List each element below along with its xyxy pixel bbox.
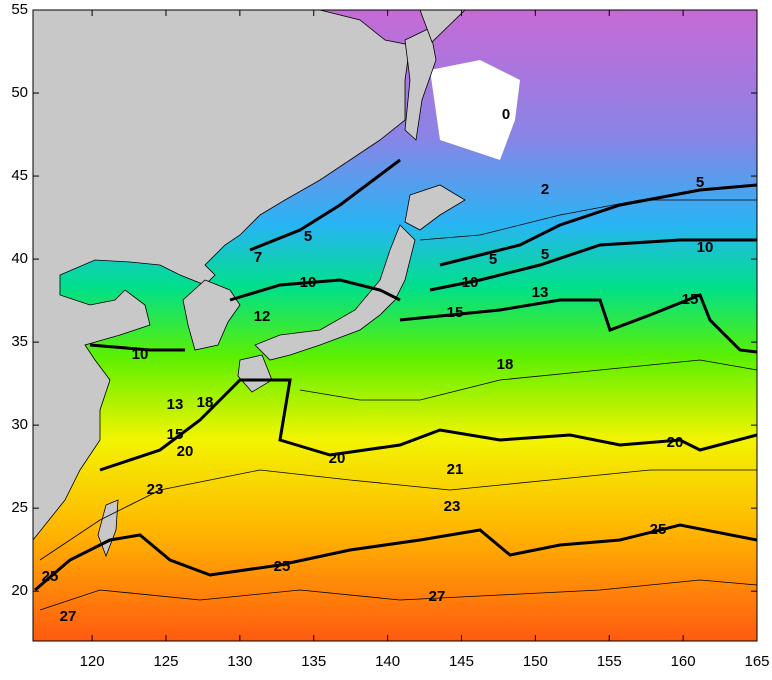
contour-label: 10 [697, 239, 714, 256]
contour-label: 25 [42, 568, 59, 585]
contour-label: 0 [502, 106, 510, 123]
land [33, 10, 466, 558]
contour-label: 15 [682, 291, 699, 308]
contour-label: 13 [167, 396, 184, 413]
y-tick-label: 30 [11, 416, 28, 433]
contours [34, 158, 757, 611]
y-tick-label: 50 [11, 84, 28, 101]
y-tick-label: 55 [11, 1, 28, 18]
contour-label: 20 [177, 443, 194, 460]
contour-label: 5 [696, 174, 704, 191]
y-tick-label: 35 [11, 333, 28, 350]
contour-label: 27 [429, 588, 446, 605]
contour-label: 15 [167, 426, 184, 443]
y-tick-label: 20 [11, 582, 28, 599]
contour-label: 12 [254, 308, 271, 325]
contour-label: 23 [444, 498, 461, 515]
contour-label: 25 [274, 558, 291, 575]
x-tick-label: 140 [375, 653, 400, 670]
x-tick-label: 155 [597, 653, 622, 670]
contour-label: 15 [447, 304, 464, 321]
x-tick-label: 165 [744, 653, 769, 670]
contour-label: 13 [532, 284, 549, 301]
contour-label: 7 [254, 249, 262, 266]
y-tick-label: 45 [11, 167, 28, 184]
contour-label: 2 [541, 181, 549, 198]
contour-label: 5 [489, 251, 497, 268]
contour-label: 18 [497, 356, 514, 373]
y-tick-label: 25 [11, 499, 28, 516]
x-tick-label: 120 [80, 653, 105, 670]
contour-label: 5 [304, 228, 312, 245]
contour-label: 25 [650, 521, 667, 538]
contour-label: 21 [447, 461, 464, 478]
contour-label: 23 [147, 481, 164, 498]
x-tick-label: 150 [523, 653, 548, 670]
contour-label: 10 [300, 274, 317, 291]
contour-label: 10 [462, 274, 479, 291]
contour-label: 5 [541, 246, 549, 263]
x-tick-label: 135 [301, 653, 326, 670]
ice [430, 60, 520, 160]
contour-label: 18 [197, 394, 214, 411]
frame [32, 9, 758, 642]
x-tick-label: 160 [671, 653, 696, 670]
contour-label: 27 [60, 608, 77, 625]
x-tick-label: 130 [227, 653, 252, 670]
contour-label: 20 [329, 450, 346, 467]
contour-label: 10 [132, 346, 149, 363]
x-tick-label: 145 [449, 653, 474, 670]
y-tick-label: 40 [11, 250, 28, 267]
x-tick-label: 125 [153, 653, 178, 670]
contour-label: 20 [667, 434, 684, 451]
